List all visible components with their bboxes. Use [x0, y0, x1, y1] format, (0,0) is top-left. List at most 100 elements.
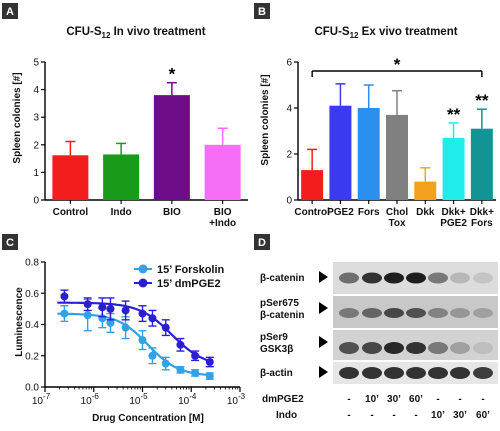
blot-band: [362, 272, 382, 284]
bar: [204, 144, 241, 200]
y-tick-label: 0: [33, 196, 39, 207]
blot-band: [473, 367, 493, 379]
x-tick-label: 10-3: [227, 392, 246, 407]
treatment-value: 10’: [431, 410, 445, 421]
panel-b-ylabel: Spleen colonies [#]: [260, 74, 271, 165]
treatment-value: -: [414, 410, 417, 421]
legend-marker: [138, 264, 148, 274]
blot-band: [362, 367, 382, 379]
panel-d: D β-catenin pSer675 β-catenin pSer9 GSK3β β-a…: [254, 234, 498, 421]
x-tick-label: BIO: [163, 207, 181, 218]
bar: [52, 155, 89, 200]
blot-row-label: β-actin: [260, 368, 293, 379]
fit-curve: [57, 301, 212, 363]
blot-band: [384, 367, 404, 379]
data-point: [106, 304, 115, 313]
bar: [103, 154, 140, 200]
y-tick-label: 6: [286, 58, 292, 69]
treatment-value: -: [347, 410, 350, 421]
treatment-value: 60’: [476, 410, 490, 421]
data-point: [161, 323, 170, 332]
y-tick-label: 5: [33, 58, 39, 69]
x-tick-label: Fors: [358, 207, 380, 218]
y-tick-label: 0.6: [25, 289, 39, 300]
data-point: [60, 292, 69, 301]
treatment-value: -: [458, 394, 461, 405]
y-tick-label: 3: [33, 113, 39, 124]
data-point: [176, 340, 185, 349]
blot-band: [339, 308, 359, 318]
blot-band: [473, 308, 493, 318]
data-point: [138, 336, 147, 345]
treatment-value: 60’: [409, 394, 423, 405]
x-tick-label: Dkk+ Fors: [470, 207, 494, 229]
blot-band: [473, 342, 493, 354]
treatment-value: -: [392, 410, 395, 421]
data-point: [106, 318, 115, 327]
band-arrow-icon: [319, 271, 328, 283]
y-tick-label: 1: [33, 168, 39, 179]
treatment-value: -: [436, 394, 439, 405]
band-arrow-icon: [319, 366, 328, 378]
bar: [386, 114, 408, 200]
y-tick-label: 0.0: [25, 383, 39, 394]
treatment-value: 30’: [387, 394, 401, 405]
data-point: [98, 303, 107, 312]
bar: [329, 105, 352, 200]
significance-mark: *: [169, 65, 176, 84]
data-point: [176, 365, 185, 374]
x-tick-label: PGE2: [327, 207, 354, 218]
blot-band: [384, 342, 404, 354]
x-tick-label: Control: [294, 207, 330, 218]
blot-band: [450, 272, 470, 284]
blot-band: [384, 308, 404, 318]
data-point: [60, 309, 69, 318]
x-tick-label: BIO +Indo: [209, 207, 236, 229]
blot-band: [362, 342, 382, 354]
blot-band: [428, 367, 448, 379]
blot-band: [450, 367, 470, 379]
x-tick-label: Indo: [111, 207, 132, 218]
panel-a-ylabel: Spleen colonies [#]: [12, 72, 23, 163]
blot-band: [339, 272, 359, 284]
blot-band: [450, 308, 470, 318]
x-tick-label: Chol Tox: [386, 207, 408, 229]
panel-label-box: [254, 3, 270, 19]
significance-mark: **: [475, 91, 489, 110]
x-tick-label: Dkk: [416, 207, 435, 218]
fit-curve: [57, 312, 212, 377]
data-point: [148, 314, 157, 323]
y-tick-label: 0.2: [25, 351, 39, 362]
panel-b: B CFU-S12 Ex vivo treatment Spleen colon…: [254, 3, 496, 229]
blot-band: [339, 367, 359, 379]
panel-b-title: CFU-S12 Ex vivo treatment: [314, 26, 457, 40]
data-point: [121, 306, 130, 315]
blot-row-label: β-catenin: [260, 273, 304, 284]
bar: [470, 128, 493, 200]
significance-mark: **: [447, 105, 461, 124]
blot-band: [450, 342, 470, 354]
blot-band: [428, 308, 448, 318]
data-point: [148, 351, 157, 360]
y-tick-label: 4: [286, 104, 292, 115]
data-point: [83, 311, 92, 320]
bar: [153, 95, 190, 200]
x-tick-label: 10-5: [129, 392, 148, 407]
x-tick-label: 10-6: [81, 392, 100, 407]
panel-label-box: [254, 234, 270, 250]
legend-marker: [138, 278, 148, 288]
treatment-value: -: [481, 394, 484, 405]
treatment-label-indo: Indo: [276, 410, 297, 421]
data-point: [138, 309, 147, 318]
legend-label: 15’ dmPGE2: [157, 278, 221, 290]
panel-c-ylabel: Luminescence: [14, 287, 25, 357]
y-tick-label: 2: [286, 150, 292, 161]
treatment-value: -: [370, 410, 373, 421]
y-tick-label: 0: [286, 196, 292, 207]
blot-band: [406, 342, 426, 354]
x-tick-label: Dkk+ PGE2: [440, 207, 467, 229]
data-point: [205, 372, 214, 381]
data-point: [83, 300, 92, 309]
data-point: [191, 368, 200, 377]
